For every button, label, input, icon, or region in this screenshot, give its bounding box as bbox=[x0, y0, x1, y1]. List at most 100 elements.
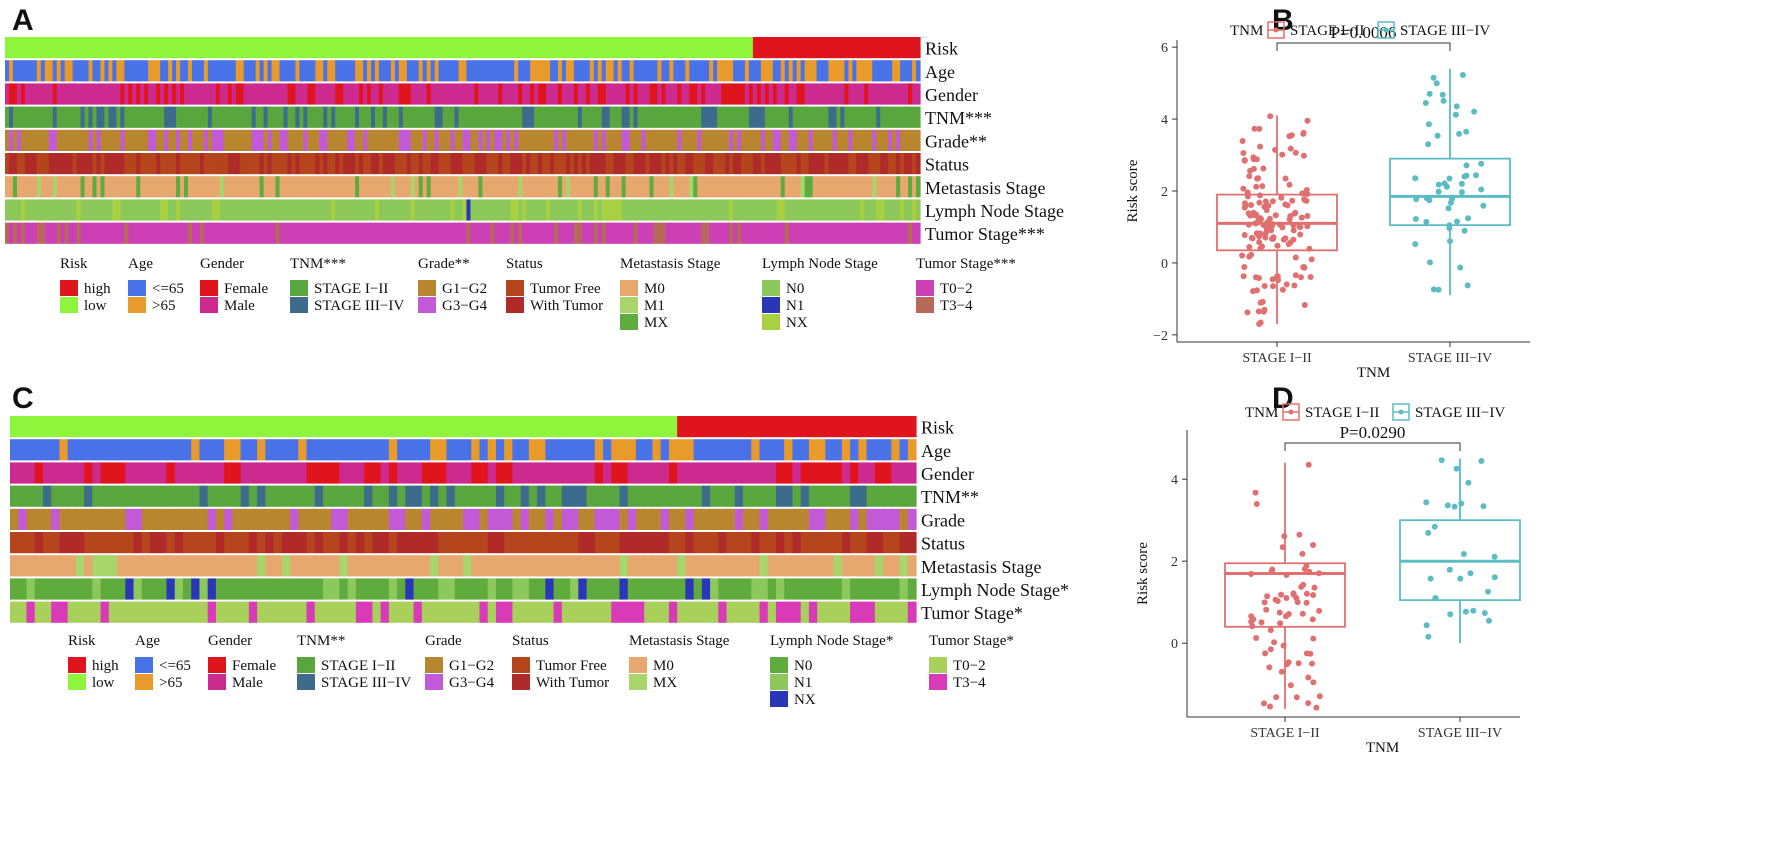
heatmap-cell bbox=[166, 439, 176, 461]
heatmap-cell bbox=[709, 199, 714, 221]
heatmap-cell bbox=[290, 462, 299, 484]
heatmap-cell bbox=[52, 37, 58, 59]
heatmap-cell bbox=[625, 129, 631, 151]
heatmap-cell bbox=[864, 153, 869, 175]
heatmap-cell bbox=[343, 106, 348, 128]
heatmap-cell bbox=[67, 485, 77, 507]
heatmap-cell bbox=[125, 462, 135, 484]
heatmap-cell bbox=[372, 416, 382, 438]
heatmap-cell bbox=[331, 37, 336, 59]
heatmap-cell bbox=[629, 129, 635, 151]
heatmap-cell bbox=[52, 83, 58, 105]
data-point bbox=[1423, 195, 1430, 202]
heatmap-cell bbox=[573, 199, 579, 221]
heatmap-cell bbox=[76, 222, 82, 244]
heatmap-cell bbox=[442, 153, 448, 175]
x-tick-label: STAGE III−IV bbox=[1418, 726, 1502, 741]
heatmap-cell bbox=[812, 37, 818, 59]
data-point bbox=[1283, 281, 1290, 288]
heatmap-cell bbox=[80, 153, 86, 175]
data-point bbox=[1316, 607, 1323, 614]
heatmap-cell bbox=[621, 60, 627, 82]
heatmap-cell bbox=[108, 601, 118, 623]
row-label: Risk bbox=[921, 418, 954, 438]
heatmap-cell bbox=[788, 37, 794, 59]
data-point bbox=[1423, 499, 1430, 506]
heatmap-cell bbox=[613, 199, 619, 221]
heatmap-cell bbox=[172, 199, 177, 221]
heatmap-cell bbox=[621, 153, 627, 175]
heatmap-cell bbox=[382, 222, 388, 244]
heatmap-cell bbox=[96, 129, 102, 151]
heatmap-cell bbox=[172, 106, 177, 128]
heatmap-cell bbox=[504, 555, 514, 577]
heatmap-cell bbox=[518, 83, 523, 105]
heatmap-cell bbox=[812, 153, 818, 175]
heatmap-cell bbox=[132, 60, 137, 82]
heatmap-cell bbox=[792, 83, 798, 105]
heatmap-cell bbox=[784, 83, 790, 105]
data-point bbox=[1283, 613, 1289, 620]
heatmap-cell bbox=[800, 416, 810, 438]
heatmap-cell bbox=[265, 555, 275, 577]
heatmap-cell bbox=[737, 222, 742, 244]
heatmap-cell bbox=[474, 153, 480, 175]
heatmap-cell bbox=[211, 153, 217, 175]
heatmap-cell bbox=[816, 153, 822, 175]
heatmap-cell bbox=[709, 37, 714, 59]
heatmap-cell bbox=[737, 153, 742, 175]
heatmap-cell bbox=[405, 439, 415, 461]
heatmap-cell bbox=[108, 416, 118, 438]
heatmap-cell bbox=[561, 439, 571, 461]
heatmap-cell bbox=[792, 601, 802, 623]
heatmap-cell bbox=[398, 129, 404, 151]
heatmap-cell bbox=[510, 37, 515, 59]
heatmap-cell bbox=[570, 578, 579, 600]
legend-swatch bbox=[929, 657, 947, 673]
heatmap-cell bbox=[570, 508, 579, 530]
heatmap-cell bbox=[907, 462, 917, 484]
heatmap-cell bbox=[125, 485, 135, 507]
heatmap-cell bbox=[164, 37, 169, 59]
heatmap-cell bbox=[585, 222, 591, 244]
heatmap-cell bbox=[597, 153, 603, 175]
heatmap-cell bbox=[413, 578, 423, 600]
heatmap-cell bbox=[784, 37, 790, 59]
heatmap-cell bbox=[339, 416, 349, 438]
heatmap-cell bbox=[104, 83, 110, 105]
legend-swatch bbox=[208, 674, 226, 690]
heatmap-cell bbox=[908, 129, 913, 151]
heatmap-cell bbox=[621, 199, 627, 221]
heatmap-cell bbox=[495, 601, 505, 623]
heatmap-cell bbox=[255, 83, 261, 105]
heatmap-cell bbox=[629, 60, 635, 82]
heatmap-cell bbox=[24, 199, 30, 221]
heatmap-cell bbox=[603, 416, 612, 438]
heatmap-cell bbox=[840, 199, 846, 221]
data-point bbox=[1285, 659, 1292, 666]
heatmap-cell bbox=[150, 532, 159, 554]
heatmap-cell bbox=[355, 37, 360, 59]
heatmap-cell bbox=[371, 83, 376, 105]
heatmap-cell bbox=[80, 199, 86, 221]
heatmap-cell bbox=[184, 106, 189, 128]
heatmap-cell bbox=[380, 508, 390, 530]
heatmap-cell bbox=[550, 37, 555, 59]
heatmap-cell bbox=[494, 199, 499, 221]
heatmap-cell bbox=[482, 60, 487, 82]
heatmap-cell bbox=[275, 153, 281, 175]
heatmap-cell bbox=[174, 532, 184, 554]
heatmap-cell bbox=[51, 416, 61, 438]
heatmap-cell bbox=[28, 153, 34, 175]
heatmap-cell bbox=[697, 106, 702, 128]
heatmap-cell bbox=[673, 176, 678, 198]
heatmap-cell bbox=[530, 199, 535, 221]
heatmap-cell bbox=[100, 485, 110, 507]
heatmap-cell bbox=[28, 176, 34, 198]
heatmap-cell bbox=[405, 578, 415, 600]
heatmap-cell bbox=[298, 462, 308, 484]
heatmap-cell bbox=[487, 578, 497, 600]
heatmap-cell bbox=[479, 601, 489, 623]
heatmap-cell bbox=[463, 485, 472, 507]
heatmap-cell bbox=[546, 60, 551, 82]
